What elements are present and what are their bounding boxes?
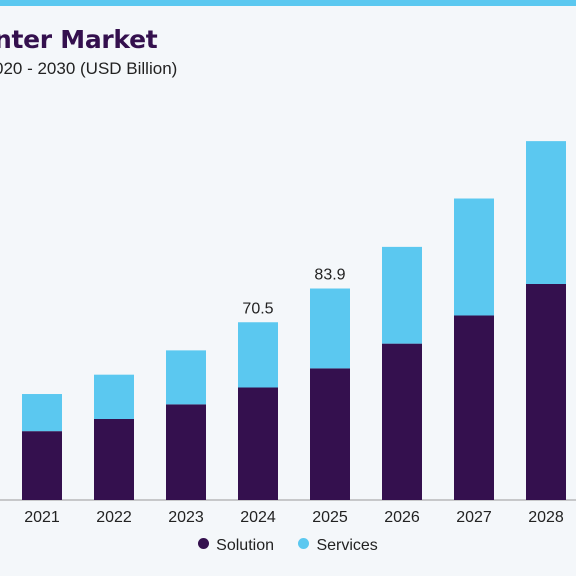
data-labels: 70.5 83.9: [242, 267, 345, 318]
x-tick-2024: 2024: [240, 509, 276, 526]
data-label-2025: 83.9: [314, 267, 345, 284]
x-tick-2022: 2022: [96, 509, 132, 526]
data-label-2024: 70.5: [242, 300, 273, 317]
bar-services-2022: [94, 374, 134, 419]
bar-services-2028: [526, 141, 566, 284]
bars-group: [22, 141, 566, 500]
bar-solution-2023: [166, 404, 206, 500]
legend-item-solution: Solution: [198, 537, 274, 555]
legend-dot-services: [298, 538, 310, 550]
legend: Solution Services: [0, 537, 576, 555]
bar-solution-2024: [238, 387, 278, 500]
x-tick-2023: 2023: [168, 509, 204, 526]
x-tick-2028: 2028: [528, 509, 564, 526]
top-accent-bar: [0, 0, 576, 6]
x-tick-2027: 2027: [456, 509, 492, 526]
bar-solution-2028: [526, 284, 566, 500]
legend-item-services: Services: [298, 537, 378, 555]
x-tick-labels: 2021 2022 2023 2024 2025 2026 2027 2028: [24, 509, 564, 526]
bar-solution-2025: [310, 368, 350, 500]
bar-solution-2026: [382, 343, 422, 500]
bar-services-2021: [22, 394, 62, 432]
bar-solution-2027: [454, 315, 494, 500]
chart-subtitle: 020 - 2030 (USD Billion): [0, 59, 178, 78]
bar-services-2023: [166, 350, 206, 405]
legend-label-solution: Solution: [216, 537, 274, 554]
chart-title: nter Market: [0, 25, 158, 54]
x-tick-2025: 2025: [312, 509, 348, 526]
bar-services-2027: [454, 198, 494, 316]
bar-services-2024: [238, 322, 278, 388]
legend-label-services: Services: [316, 537, 378, 554]
x-tick-2021: 2021: [24, 509, 60, 526]
bar-solution-2021: [22, 431, 62, 500]
bar-services-2026: [382, 246, 422, 344]
x-tick-2026: 2026: [384, 509, 420, 526]
legend-dot-solution: [198, 538, 210, 550]
bar-services-2025: [310, 288, 350, 369]
bar-solution-2022: [94, 419, 134, 500]
